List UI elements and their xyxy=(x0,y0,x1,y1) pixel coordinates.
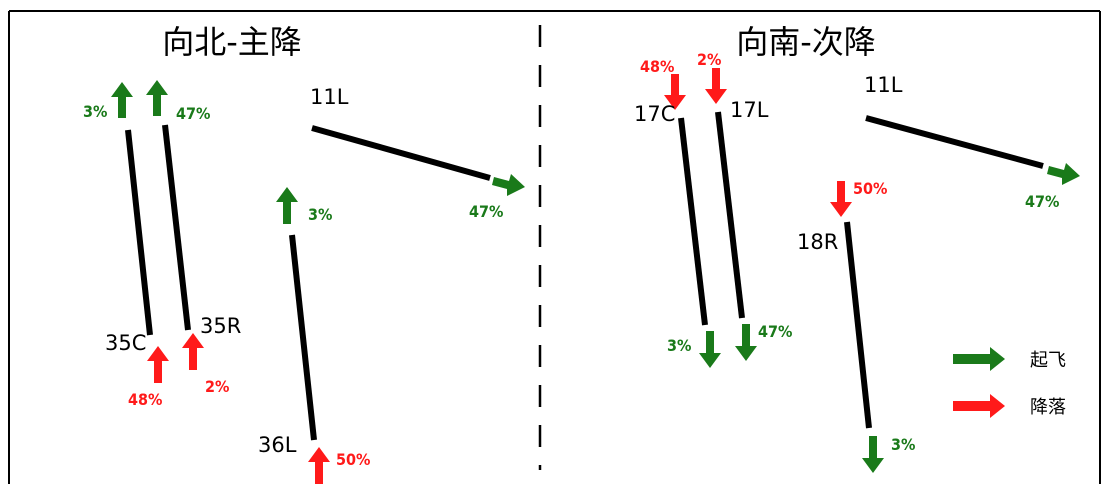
pct-17l-arrival: 2% xyxy=(697,50,721,69)
takeoff-arrow-17c xyxy=(699,331,721,368)
takeoff-arrow-11l-north xyxy=(492,174,525,196)
pct-35r-departure: 47% xyxy=(176,104,210,123)
runway-11l-north-label: 11L xyxy=(310,85,349,109)
pct-18r-arrival: 50% xyxy=(853,179,887,198)
pct-35c-departure: 3% xyxy=(83,102,107,121)
runway-36l-label: 36L xyxy=(258,433,297,457)
runway-17c-line xyxy=(678,117,708,326)
runway-17c-label: 17C xyxy=(634,102,675,126)
takeoff-arrow-18r xyxy=(862,436,884,473)
runway-35r-label: 35R xyxy=(200,314,241,338)
landing-arrow-17c xyxy=(664,74,686,110)
runway-18r-line xyxy=(844,221,872,429)
takeoff-arrow-35c xyxy=(111,82,133,118)
runway-35c-label: 35C xyxy=(105,331,146,355)
legend-landing-arrow xyxy=(953,394,1005,418)
runway-11l-line xyxy=(311,125,491,181)
runway-11l-south-label: 11L xyxy=(864,73,903,97)
takeoff-arrow-17l xyxy=(735,324,757,361)
legend-takeoff-label: 起飞 xyxy=(1030,350,1066,371)
takeoff-arrow-11l-south xyxy=(1047,163,1080,185)
pct-17l-departure: 47% xyxy=(758,322,792,341)
north-panel-title: 向北-主降 xyxy=(162,23,302,61)
landing-arrow-36l xyxy=(308,447,330,484)
landing-arrow-35c xyxy=(147,346,169,383)
pct-36l-departure: 3% xyxy=(308,205,332,224)
pct-35r-arrival: 2% xyxy=(205,377,229,396)
landing-arrow-35r xyxy=(182,333,204,370)
legend-takeoff-arrow xyxy=(953,347,1005,371)
runway-36l-line xyxy=(289,234,317,441)
pct-17c-departure: 3% xyxy=(667,336,691,355)
landing-arrow-18r xyxy=(830,181,852,217)
runway-35r-line xyxy=(162,124,191,331)
takeoff-arrow-35r xyxy=(146,80,168,116)
pct-35c-arrival: 48% xyxy=(128,390,162,409)
runway-17l-label: 17L xyxy=(730,98,769,122)
pct-11l-south-departure: 47% xyxy=(1025,192,1059,211)
pct-17c-arrival: 48% xyxy=(640,57,674,76)
pct-18r-departure: 3% xyxy=(891,435,915,454)
pct-11l-north-departure: 47% xyxy=(469,202,503,221)
takeoff-arrow-36l xyxy=(276,187,298,224)
runway-35c-line xyxy=(125,129,153,336)
south-panel-title: 向南-次降 xyxy=(736,23,876,61)
runway-17l-line xyxy=(715,111,745,319)
runway-18r-label: 18R xyxy=(797,230,838,254)
legend-landing-label: 降落 xyxy=(1030,397,1066,418)
pct-36l-arrival: 50% xyxy=(336,450,370,469)
landing-arrow-17l xyxy=(705,68,727,104)
runway-11l-south-line xyxy=(865,115,1044,169)
